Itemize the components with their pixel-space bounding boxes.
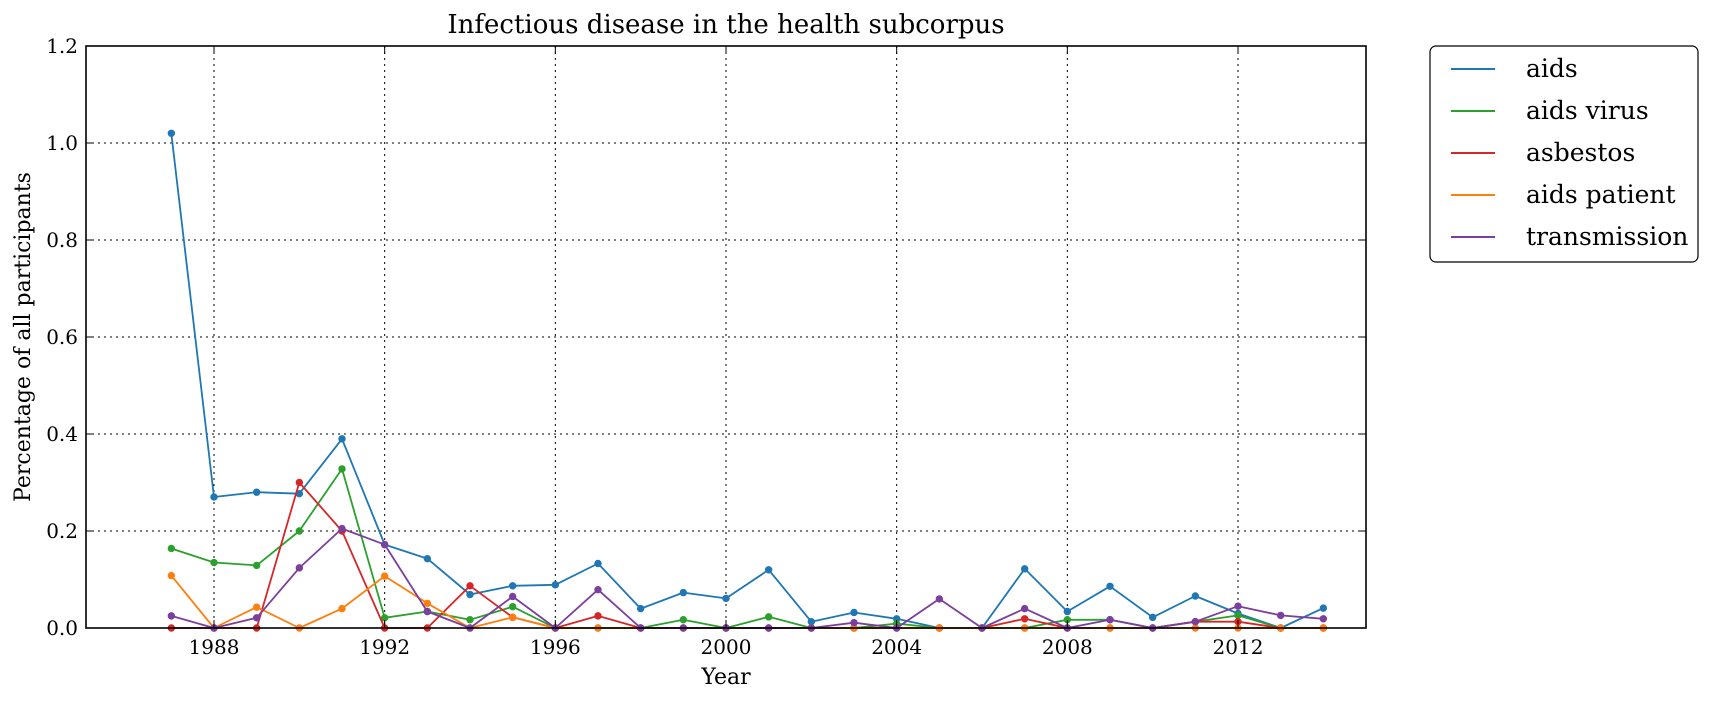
legend-label-aids-patient: aids patient bbox=[1526, 180, 1676, 209]
data-point-aids bbox=[210, 493, 218, 501]
y-tick-label: 0.4 bbox=[46, 422, 78, 446]
data-point-aids bbox=[1191, 592, 1200, 600]
data-point-aids bbox=[594, 559, 602, 568]
x-tick-label: 2004 bbox=[871, 635, 922, 659]
series-line-transmission bbox=[171, 527, 1324, 629]
y-tick-label: 0.0 bbox=[46, 616, 78, 640]
data-point-aids bbox=[338, 435, 346, 443]
data-point-aids bbox=[1319, 604, 1328, 612]
legend-label-aids-virus: aids virus bbox=[1526, 96, 1649, 125]
y-tick-label: 0.8 bbox=[46, 228, 78, 252]
data-point-aids bbox=[1020, 565, 1029, 573]
data-point-aids bbox=[1106, 582, 1114, 590]
data-point-transmission bbox=[1319, 615, 1328, 623]
y-tick-label: 0.6 bbox=[46, 325, 78, 349]
legend-box bbox=[1429, 45, 1699, 263]
y-tick-label: 1.2 bbox=[46, 34, 78, 58]
data-point-asbestos bbox=[594, 612, 602, 620]
data-point-aids bbox=[508, 582, 517, 590]
legend-label-aids: aids bbox=[1526, 54, 1578, 83]
data-point-transmission bbox=[1191, 617, 1200, 626]
data-point-asbestos bbox=[1020, 615, 1029, 623]
y-axis-ticks: 0.0 0.2 0.4 0.6 0.8 1.0 1.2 bbox=[46, 34, 1366, 640]
x-tick-label: 2008 bbox=[1042, 635, 1093, 659]
data-point-asbestos bbox=[295, 478, 304, 487]
series-lines bbox=[167, 129, 1328, 632]
data-point-aids bbox=[1063, 607, 1072, 616]
data-point-aids-virus bbox=[210, 558, 218, 567]
data-point-aids-virus bbox=[508, 602, 517, 611]
data-point-transmission bbox=[850, 618, 858, 627]
data-point-asbestos bbox=[466, 582, 474, 590]
data-point-aids-patient bbox=[167, 571, 176, 580]
series-line-aids bbox=[170, 133, 1324, 629]
data-point-aids-virus bbox=[679, 616, 688, 624]
x-tick-label: 1992 bbox=[359, 635, 410, 659]
data-point-transmission bbox=[423, 607, 432, 616]
data-point-transmission bbox=[1020, 604, 1029, 613]
x-tick-label: 2000 bbox=[701, 635, 752, 659]
data-point-aids bbox=[423, 554, 432, 563]
data-point-transmission bbox=[380, 540, 389, 549]
data-point-aids bbox=[551, 581, 560, 589]
y-axis-label: Percentage of all participants bbox=[11, 172, 36, 502]
data-point-aids-patient bbox=[252, 603, 261, 611]
data-point-transmission bbox=[252, 614, 261, 622]
data-point-aids-virus bbox=[338, 465, 346, 473]
x-tick-label: 1996 bbox=[530, 635, 581, 659]
data-point-aids-virus bbox=[1234, 611, 1242, 620]
legend-label-asbestos: asbestos bbox=[1526, 138, 1635, 167]
data-point-aids bbox=[850, 608, 858, 617]
data-point-aids bbox=[636, 604, 645, 613]
series-aids bbox=[167, 129, 1328, 632]
y-tick-label: 0.2 bbox=[46, 519, 78, 543]
y-tick-label: 1.0 bbox=[46, 131, 78, 155]
x-axis-label: Year bbox=[700, 665, 751, 690]
data-point-aids-virus bbox=[466, 616, 474, 624]
data-point-transmission bbox=[1276, 611, 1285, 620]
data-point-aids-virus bbox=[167, 544, 176, 553]
x-tick-label: 2012 bbox=[1213, 635, 1264, 659]
legend: aids aids virus asbestos aids patient transm… bbox=[1429, 45, 1699, 263]
data-point-aids-patient bbox=[423, 599, 432, 607]
data-point-transmission bbox=[167, 612, 176, 620]
data-point-aids bbox=[679, 588, 688, 597]
data-point-aids-patient bbox=[338, 604, 346, 613]
data-point-aids-patient bbox=[380, 572, 389, 580]
data-point-aids bbox=[807, 617, 816, 626]
grid-lines bbox=[86, 46, 1366, 628]
legend-label-transmission: transmission bbox=[1526, 222, 1688, 251]
data-point-transmission bbox=[1234, 602, 1242, 610]
data-point-aids bbox=[466, 590, 474, 599]
data-point-transmission bbox=[295, 564, 304, 572]
data-point-transmission bbox=[935, 595, 944, 603]
data-point-aids bbox=[252, 488, 261, 496]
data-point-aids-patient bbox=[508, 613, 517, 622]
data-point-aids-virus bbox=[295, 527, 304, 535]
data-point-transmission bbox=[338, 524, 346, 533]
data-point-transmission bbox=[508, 592, 517, 601]
chart-title: Infectious disease in the health subcorp… bbox=[447, 10, 1004, 40]
series-line-aids-virus bbox=[171, 467, 1324, 629]
data-point-transmission bbox=[594, 585, 602, 594]
x-tick-label: 1988 bbox=[189, 635, 240, 659]
data-point-aids bbox=[1148, 613, 1157, 622]
data-point-aids bbox=[722, 594, 730, 603]
data-point-aids-virus bbox=[252, 561, 261, 570]
data-point-aids bbox=[764, 566, 773, 574]
data-point-aids-virus bbox=[764, 613, 773, 621]
x-axis-ticks: 1988 1992 1996 2000 2004 2008 2012 bbox=[189, 46, 1264, 659]
data-point-transmission bbox=[1106, 616, 1114, 624]
data-point-aids bbox=[167, 129, 176, 138]
